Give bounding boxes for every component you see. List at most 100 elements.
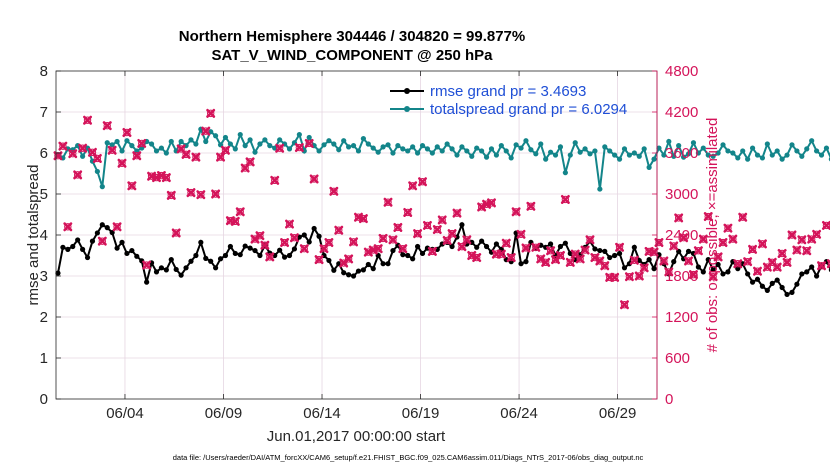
totalspread-point-136	[725, 148, 731, 154]
assimilated-marker-151	[797, 235, 807, 245]
rmse-point-118	[636, 257, 642, 264]
totalspread-point-137	[730, 150, 736, 156]
rmse-point-111	[602, 248, 608, 254]
totalspread-point-139	[740, 148, 746, 154]
totalspread-point-21	[158, 145, 165, 151]
possible-marker-47	[285, 220, 294, 228]
possible-marker-3	[69, 149, 77, 158]
totalspread-point-75	[424, 146, 431, 152]
assimilated-marker-49-b	[294, 143, 304, 153]
assimilated-marker-119-b	[639, 263, 649, 273]
assimilated-marker-45-b	[275, 143, 285, 153]
assimilated-marker-4-b	[73, 170, 83, 180]
x-tick-label-0: 06/04	[106, 405, 144, 422]
rmse-point-147	[779, 284, 785, 291]
possible-marker-146	[773, 263, 781, 271]
rmse-point-73	[414, 243, 421, 250]
possible-marker-142	[753, 267, 762, 275]
assimilated-marker-131	[698, 234, 708, 244]
rmse-point-14	[124, 250, 130, 257]
assimilated-marker-18	[142, 260, 152, 270]
rmse-point-37	[237, 252, 243, 258]
possible-marker-127	[679, 234, 688, 242]
assimilated-marker-67	[383, 197, 393, 207]
assimilated-marker-34-b	[220, 145, 230, 155]
totalspread-point-112	[607, 148, 613, 154]
rmse-point-64	[370, 266, 376, 272]
assimilated-marker-95	[521, 243, 531, 253]
possible-marker-94	[517, 230, 525, 239]
assimilated-marker-157-a	[826, 259, 830, 265]
assimilated-marker-50	[299, 244, 309, 254]
rmse-point-100	[547, 241, 554, 247]
assimilated-marker-125-b	[669, 241, 679, 251]
assimilated-marker-70	[398, 244, 408, 254]
totalspread-point-118	[636, 153, 642, 159]
assimilated-marker-51	[304, 138, 314, 148]
totalspread-point-81	[454, 152, 460, 158]
assimilated-marker-57	[334, 225, 344, 235]
assimilated-marker-113	[610, 272, 620, 282]
assimilated-marker-152-b	[802, 246, 812, 256]
rmse-point-5	[80, 246, 86, 252]
assimilated-marker-83-b	[462, 235, 472, 245]
data-file-footnote: data file: /Users/raeder/DAI/ATM_forcXX/…	[173, 453, 644, 462]
x-tick-label-1: 06/09	[205, 405, 243, 422]
assimilated-marker-25-b	[176, 144, 186, 154]
assimilated-marker-13	[117, 158, 127, 168]
totalspread-point-37	[237, 131, 243, 138]
totalspread-point-98	[538, 141, 544, 147]
y-tick-label-left-2: 2	[40, 309, 48, 326]
rmse-point-52	[311, 225, 317, 232]
totalspread-point-120	[646, 164, 652, 170]
totalspread-point-62	[360, 136, 366, 142]
assimilated-marker-90-b	[496, 249, 506, 259]
assimilated-marker-31-b	[206, 108, 216, 118]
possible-marker-69	[394, 223, 402, 232]
rmse-point-72	[410, 256, 416, 262]
rmse-point-27	[188, 258, 194, 264]
rmse-point-71	[405, 252, 411, 259]
possible-marker-80	[448, 229, 456, 238]
assimilated-marker-64-b	[368, 245, 378, 255]
assimilated-marker-117	[629, 255, 639, 265]
rmse-point-151	[799, 271, 805, 277]
possible-marker-42	[261, 241, 269, 249]
assimilated-marker-77	[432, 225, 442, 235]
totalspread-point-108	[587, 151, 593, 157]
possible-marker-52	[310, 175, 318, 183]
rmse-point-9	[99, 222, 105, 228]
assimilated-marker-10	[102, 121, 112, 131]
assimilated-marker-65-b	[373, 244, 383, 254]
y-tick-label-right-8: 4800	[665, 63, 698, 80]
totalspread-point-8	[94, 168, 100, 175]
assimilated-marker-74	[418, 177, 428, 187]
rmse-point-3	[70, 243, 76, 250]
possible-marker-11	[108, 146, 116, 154]
totalspread-point-135	[720, 142, 726, 148]
totalspread-point-134	[715, 150, 721, 156]
totalspread-point-67	[385, 142, 391, 148]
y-tick-label-left-5: 5	[40, 186, 48, 203]
assimilated-marker-29-b	[196, 190, 206, 200]
assimilated-marker-11	[107, 145, 117, 155]
assimilated-marker-59-b	[344, 254, 354, 264]
rmse-point-40	[252, 247, 258, 254]
assimilated-marker-103-b	[560, 194, 570, 204]
totalspread-point-79	[444, 141, 450, 147]
rmse-point-146	[774, 277, 780, 283]
totalspread-point-47	[286, 146, 293, 152]
rmse-point-23	[168, 257, 174, 263]
rmse-point-86	[479, 238, 485, 244]
rmse-point-0	[55, 270, 61, 276]
assimilated-marker-88	[486, 198, 496, 208]
y-axis-label-right: # of obs: o=possible; ×=assimilated	[704, 118, 721, 353]
possible-marker-17	[138, 139, 146, 148]
rmse-point-109	[592, 246, 598, 252]
assimilated-marker-52	[309, 174, 319, 184]
rmse-point-38	[242, 243, 248, 249]
possible-marker-103	[561, 195, 570, 204]
rmse-point-114	[616, 250, 623, 257]
assimilated-marker-68	[388, 235, 398, 245]
grid-layer	[56, 71, 657, 399]
